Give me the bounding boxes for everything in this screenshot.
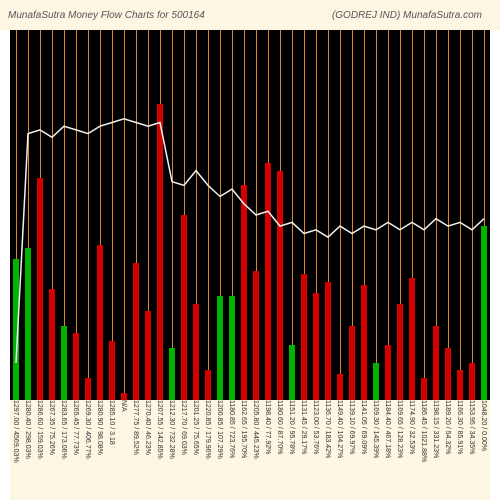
- x-axis-label: 1280.90 / 98.08%: [96, 400, 103, 455]
- x-axis-label: 1141.05 / 69.09%: [360, 400, 367, 454]
- x-axis-label: N/A: [120, 400, 127, 412]
- volume-bar: [193, 304, 200, 400]
- volume-bar: [469, 363, 476, 400]
- volume-bar: [205, 370, 212, 400]
- x-axis-label: 1166.30 / 85.91%: [456, 400, 463, 454]
- volume-bar: [337, 374, 344, 400]
- volume-bar: [97, 245, 104, 400]
- volume-bar: [433, 326, 440, 400]
- x-axis-label: 1217.70 / 69.03%: [180, 400, 187, 455]
- x-axis-label: 1149.40 / 104.27%: [336, 400, 343, 458]
- volume-bar: [361, 285, 368, 400]
- x-axis-label: 1207.55 / 142.85%: [156, 400, 163, 459]
- x-axis-label: 1198.15 / 331.23%: [432, 400, 439, 458]
- volume-bar: [157, 104, 164, 400]
- grid-line: [460, 30, 461, 400]
- grid-line: [472, 30, 473, 400]
- chart-header: MunafaSutra Money Flow Charts for 500164…: [0, 0, 500, 30]
- x-axis-label: 1131.45 / 29.17%: [300, 400, 307, 454]
- x-axis-label: 1267.35 / 75.26%: [48, 400, 55, 455]
- volume-bar: [253, 271, 260, 401]
- x-axis-label: 1123.00 / 53.76%: [312, 400, 319, 454]
- x-axis-label: 1285.10 / 3.18: [108, 400, 115, 445]
- volume-bar: [217, 296, 224, 400]
- x-axis-label: 1200.85 / 107.29%: [216, 400, 223, 459]
- x-axis-label: 1297.00 / 4569.03%: [12, 400, 19, 463]
- x-axis-label: 1280.40 / 298.03%: [24, 400, 31, 459]
- volume-bar: [325, 282, 332, 400]
- volume-bar: [13, 259, 20, 400]
- grid-line: [424, 30, 425, 400]
- x-axis-label: 1180.60 / 87.70%: [276, 400, 283, 454]
- volume-bar: [37, 178, 44, 400]
- grid-line: [172, 30, 173, 400]
- volume-bar: [397, 304, 404, 400]
- x-axis-label: 1212.30 / 732.28%: [168, 400, 175, 459]
- x-axis-label: 1174.90 / 32.53%: [408, 400, 415, 454]
- x-axis-label: 1189.20 / 54.32%: [444, 400, 451, 454]
- x-axis-label: 1286.60 / 159.03%: [36, 400, 43, 459]
- volume-bar: [385, 345, 392, 401]
- x-axis-label: 1205.80 / 445.23%: [252, 400, 259, 459]
- x-axis-label: 1169.65 / 128.23%: [396, 400, 403, 458]
- x-axis-label: 1283.65 / 173.06%: [60, 400, 67, 459]
- volume-bar: [373, 363, 380, 400]
- grid-line: [376, 30, 377, 400]
- volume-bar: [265, 163, 272, 400]
- x-axis-label: 1180.85 / 723.76%: [228, 400, 235, 458]
- header-title: MunafaSutra Money Flow Charts for 500164: [8, 10, 205, 21]
- chart-plot-area: [10, 30, 490, 400]
- volume-bar: [409, 278, 416, 400]
- x-axis-label: 1169.30 / 145.39%: [372, 400, 379, 458]
- x-axis-label: 1198.40 / 77.92%: [264, 400, 271, 454]
- x-axis-label: 1270.40 / 46.23%: [144, 400, 151, 455]
- volume-bar: [25, 248, 32, 400]
- volume-bar: [133, 263, 140, 400]
- chart-container: MunafaSutra Money Flow Charts for 500164…: [0, 0, 500, 500]
- volume-bar: [121, 393, 128, 400]
- grid-line: [340, 30, 341, 400]
- volume-bar: [145, 311, 152, 400]
- volume-bar: [445, 348, 452, 400]
- volume-bar: [277, 171, 284, 400]
- volume-bar: [349, 326, 356, 400]
- volume-bar: [61, 326, 68, 400]
- volume-bar: [85, 378, 92, 400]
- x-axis-label: 1186.45 / 1021.88%: [420, 400, 427, 462]
- x-axis-label: 1139.10 / 69.97%: [348, 400, 355, 454]
- volume-bar: [181, 215, 188, 400]
- x-axis-label: 1265.45 / 77.73%: [72, 400, 79, 455]
- volume-bar: [169, 348, 176, 400]
- x-axis-label: 1220.85 / 179.96%: [204, 400, 211, 459]
- x-axis-label: 1269.30 / 406.77%: [84, 400, 91, 459]
- volume-bar: [73, 333, 80, 400]
- volume-bar: [229, 296, 236, 400]
- x-axis-label: 1153.95 / 34.35%: [468, 400, 475, 454]
- x-axis-label: 1151.20 / 95.78%: [288, 400, 295, 454]
- volume-bar: [481, 226, 488, 400]
- x-axis-label: 1136.70 / 183.42%: [324, 400, 331, 458]
- x-axis-label: 1162.65 / 195.70%: [240, 400, 247, 458]
- volume-bar: [241, 185, 248, 400]
- volume-bar: [109, 341, 116, 400]
- grid-line: [124, 30, 125, 400]
- volume-bar: [313, 293, 320, 400]
- volume-bar: [421, 378, 428, 400]
- grid-line: [448, 30, 449, 400]
- x-axis-label: 1277.75 / 89.52%: [132, 400, 139, 455]
- grid-line: [208, 30, 209, 400]
- x-axis-label: 1184.40 / 467.18%: [384, 400, 391, 458]
- x-axis-labels: 1297.00 / 4569.03% 1280.40 / 298.03% 1286.…: [10, 400, 490, 500]
- money-flow-line: [10, 30, 490, 400]
- volume-bar: [49, 289, 56, 400]
- volume-bar: [301, 274, 308, 400]
- volume-bar: [289, 345, 296, 401]
- x-axis-label: 1048.20 / 0.00%: [480, 400, 487, 451]
- grid-line: [88, 30, 89, 400]
- header-source: (GODREJ IND) MunafaSutra.com: [205, 10, 492, 21]
- x-axis-label: 1201.25 / 75.65%: [192, 400, 199, 455]
- volume-bar: [457, 370, 464, 400]
